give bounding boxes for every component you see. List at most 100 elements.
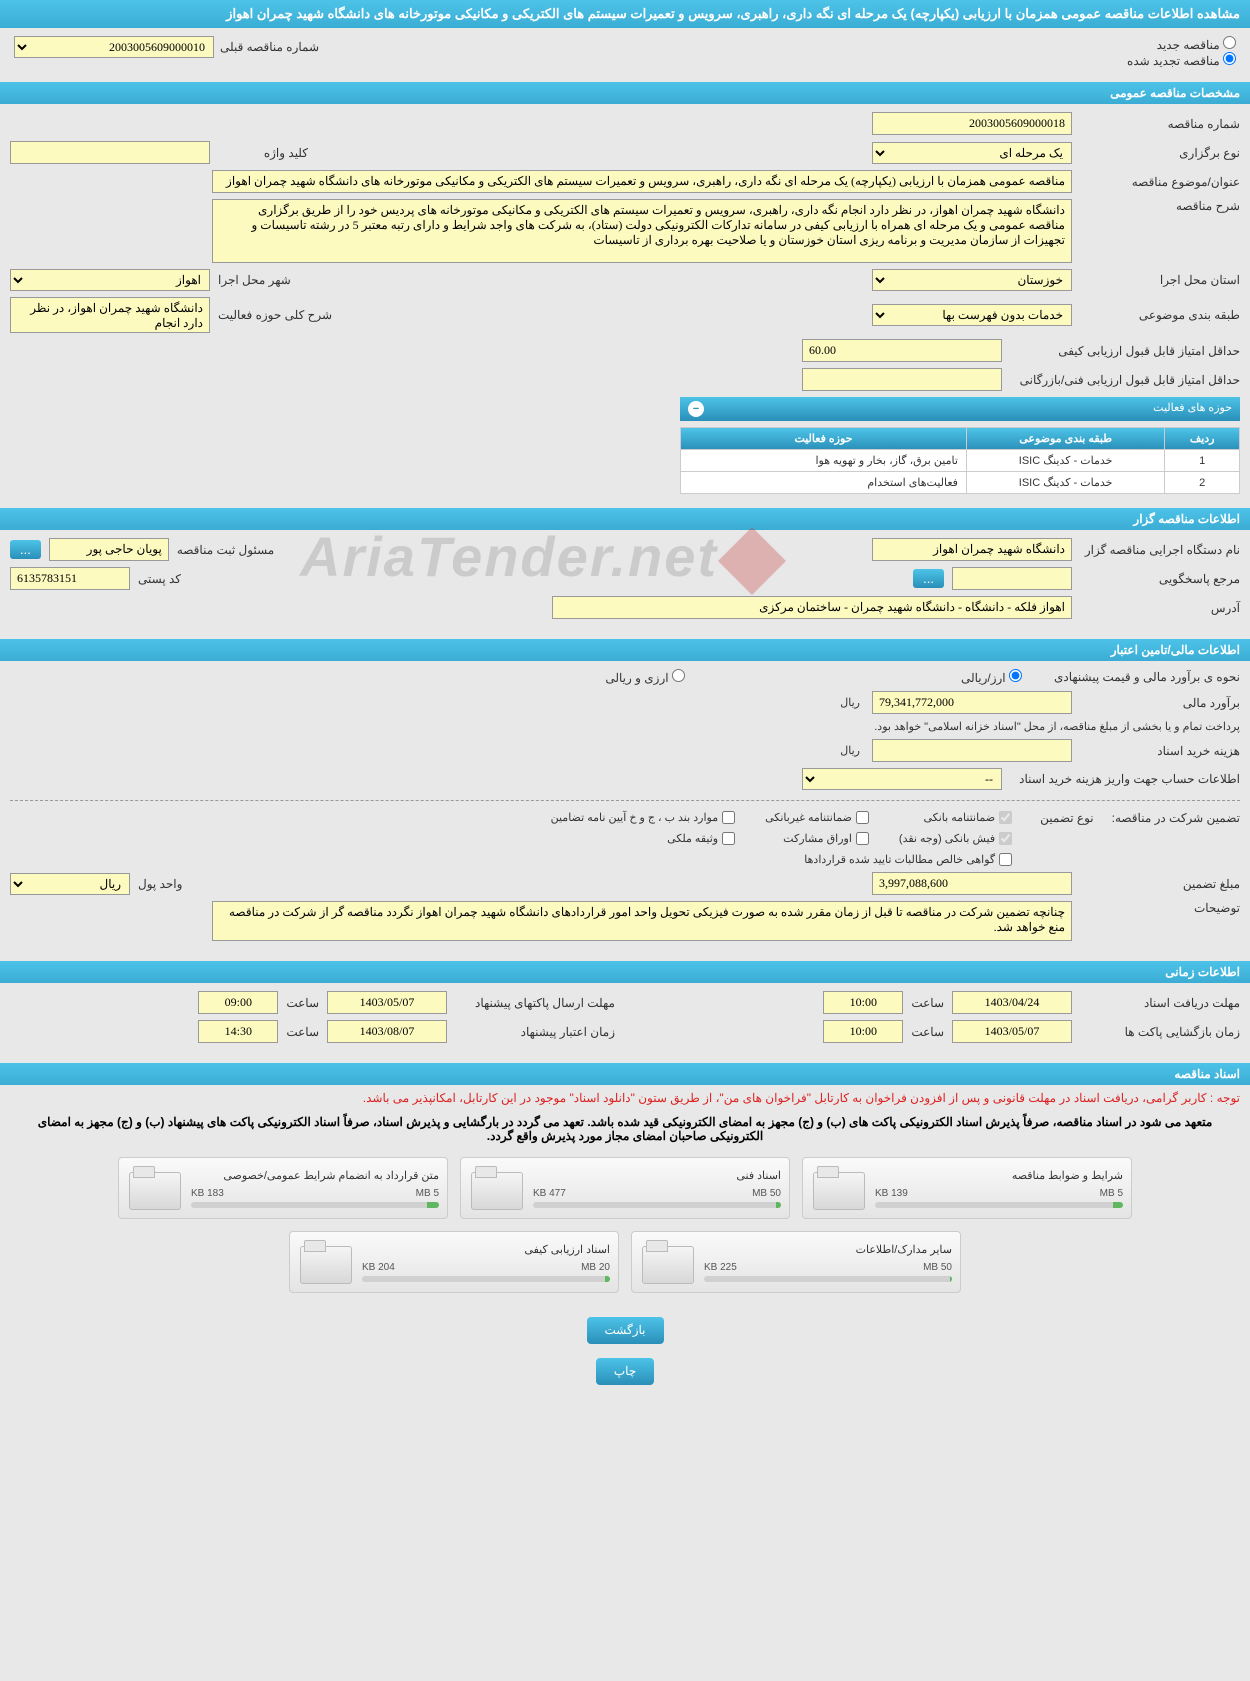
file-progress (191, 1202, 439, 1208)
agency-field[interactable] (872, 538, 1072, 561)
subject-field[interactable] (212, 170, 1072, 193)
responder-field[interactable] (952, 567, 1072, 590)
min-tech-label: حداقل امتیاز قابل قبول ارزیابی فنی/بازرگ… (1010, 373, 1240, 387)
file-card[interactable]: متن قرارداد به انضمام شرایط عمومی/خصوصی … (118, 1157, 448, 1219)
send-time[interactable] (198, 991, 278, 1014)
file-card[interactable]: اسناد ارزیابی کیفی 20 MB 204 KB (289, 1231, 619, 1293)
file-progress (875, 1202, 1123, 1208)
validity-time[interactable] (198, 1020, 278, 1043)
address-field[interactable] (552, 596, 1072, 619)
chk-bonds[interactable]: اوراق مشارکت (765, 832, 869, 845)
min-quality-field[interactable] (802, 339, 1002, 362)
keyword-field[interactable] (10, 141, 210, 164)
file-card[interactable]: اسناد فنی 50 MB477 KB (460, 1157, 790, 1219)
keyword-label: کلید واژه (218, 146, 308, 160)
file-card[interactable]: شرایط و ضوابط مناقصه 5 MB139 KB (802, 1157, 1132, 1219)
estimate-field[interactable] (872, 691, 1072, 714)
doc-cost-field[interactable] (872, 739, 1072, 762)
file-title: سایر مدارک/اطلاعات (704, 1243, 952, 1256)
category-select[interactable]: خدمات بدون فهرست بها (872, 304, 1072, 326)
file-progress (533, 1202, 781, 1208)
account-select[interactable]: -- (802, 768, 1002, 790)
postal-field[interactable] (10, 567, 130, 590)
opt-currency[interactable]: ارزی و ریالی (605, 669, 685, 685)
type-label: نوع برگزاری (1080, 146, 1240, 160)
min-tech-field[interactable] (802, 368, 1002, 391)
col-row: ردیف (1165, 428, 1240, 450)
city-select[interactable]: اهواز (10, 269, 210, 291)
chk-deed[interactable]: وثیقه ملکی (551, 832, 735, 845)
file-progress (362, 1276, 610, 1282)
cell-field: تامین برق، گاز، بخار و تهویه هوا (681, 450, 967, 472)
chk-nonbank[interactable]: ضمانتنامه غیربانکی (765, 811, 869, 824)
folder-icon (469, 1166, 523, 1210)
file-progress (704, 1276, 952, 1282)
validity-date[interactable] (327, 1020, 447, 1043)
open-label: زمان بازگشایی پاکت ها (1080, 1025, 1240, 1039)
chk-cash[interactable]: فیش بانکی (وجه نقد) (899, 832, 1012, 845)
registrar-field[interactable] (49, 538, 169, 561)
radio-renew[interactable]: مناقصه تجدید شده (1127, 54, 1236, 68)
open-time-label: ساعت (911, 1025, 944, 1039)
doc-cost-label: هزینه خرید اسناد (1080, 744, 1240, 758)
opt-rial[interactable]: ارز/ریالی (961, 669, 1022, 685)
file-max: 5 MB (416, 1188, 439, 1199)
amount-field[interactable] (872, 872, 1072, 895)
cell-cat: خدمات - کدینگ ISIC (966, 450, 1164, 472)
cell-cat: خدمات - کدینگ ISIC (966, 472, 1164, 494)
receipt-time[interactable] (823, 991, 903, 1014)
scope-field[interactable]: دانشگاه شهید چمران اهواز، در نظر دارد ان… (10, 297, 210, 333)
registrar-label: مسئول ثبت مناقصه (177, 543, 274, 557)
section-documents: اسناد مناقصه (0, 1063, 1250, 1085)
currency-unit-label: واحد پول (138, 877, 182, 891)
notes-field[interactable]: چنانچه تضمین شرکت در مناقصه تا قبل از زم… (212, 901, 1072, 941)
radio-new[interactable]: مناقصه جدید (1157, 38, 1236, 52)
collapse-icon[interactable]: − (688, 401, 704, 417)
print-button[interactable]: چاپ (596, 1358, 654, 1385)
unit-rial: ریال (840, 696, 860, 709)
account-label: اطلاعات حساب جهت واریز هزینه خرید اسناد (1010, 772, 1240, 786)
tender-no-label: شماره مناقصه (1080, 117, 1240, 131)
radio-new-label: مناقصه جدید (1157, 38, 1220, 52)
validity-time-label: ساعت (286, 1025, 319, 1039)
chk-verified[interactable]: گواهی خالص مطالبات تایید شده قراردادها (551, 853, 1013, 866)
receipt-time-label: ساعت (911, 996, 944, 1010)
subject-label: عنوان/موضوع مناقصه (1080, 175, 1240, 189)
send-date[interactable] (327, 991, 447, 1014)
notes-label: توضیحات (1080, 901, 1240, 915)
file-max: 5 MB (1100, 1188, 1123, 1199)
currency-unit-select[interactable]: ریال (10, 873, 130, 895)
responder-browse-button[interactable]: ... (913, 569, 944, 588)
col-field: حوزه فعالیت (681, 428, 967, 450)
file-max: 20 MB (581, 1262, 610, 1273)
radio-renew-label: مناقصه تجدید شده (1127, 54, 1220, 68)
red-note: توجه : کاربر گرامی، دریافت اسناد در مهلت… (0, 1085, 1250, 1111)
open-date[interactable] (952, 1020, 1072, 1043)
desc-label: شرح مناقصه (1080, 199, 1240, 213)
tender-no-field[interactable] (872, 112, 1072, 135)
cell-n: 1 (1165, 450, 1240, 472)
folder-icon (811, 1166, 865, 1210)
file-size: 204 KB (362, 1262, 395, 1273)
open-time[interactable] (823, 1020, 903, 1043)
guarantee-type-label: نوع تضمین (1040, 811, 1093, 825)
cell-n: 2 (1165, 472, 1240, 494)
receipt-date[interactable] (952, 991, 1072, 1014)
file-card[interactable]: سایر مدارک/اطلاعات 50 MB225 KB (631, 1231, 961, 1293)
back-button[interactable]: بازگشت (587, 1317, 664, 1344)
category-label: طبقه بندی موضوعی (1080, 308, 1240, 322)
chk-items[interactable]: موارد بند ب ، ج و خ آیین نامه تضامین (551, 811, 735, 824)
min-quality-label: حداقل امتیاز قابل قبول ارزیابی کیفی (1010, 344, 1240, 358)
registrar-browse-button[interactable]: ... (10, 540, 41, 559)
section-timing: اطلاعات زمانی (0, 961, 1250, 983)
amount-label: مبلغ تضمین (1080, 877, 1240, 891)
desc-field[interactable]: دانشگاه شهید چمران اهواز، در نظر دارد ان… (212, 199, 1072, 263)
folder-icon (298, 1240, 352, 1284)
province-select[interactable]: خوزستان (872, 269, 1072, 291)
col-category: طبقه بندی موضوعی (966, 428, 1164, 450)
file-max: 50 MB (752, 1188, 781, 1199)
chk-bank[interactable]: ضمانتنامه بانکی (899, 811, 1012, 824)
prev-number-select[interactable]: 2003005609000010 (14, 36, 214, 58)
type-select[interactable]: یک مرحله ای (872, 142, 1072, 164)
file-title: اسناد ارزیابی کیفی (362, 1243, 610, 1256)
